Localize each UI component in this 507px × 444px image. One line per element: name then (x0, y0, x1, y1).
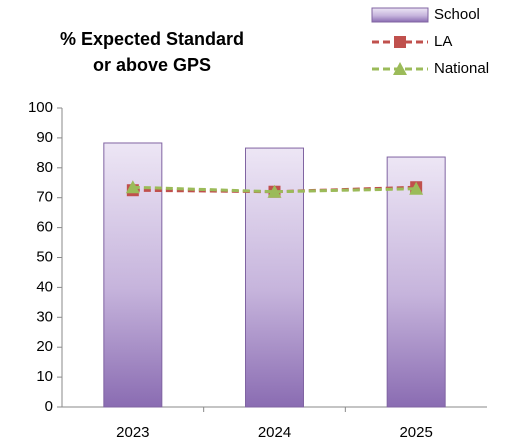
legend-label: School (434, 6, 480, 23)
y-tick-label: 20 (36, 338, 53, 355)
line-marker (267, 184, 282, 198)
y-tick-label: 60 (36, 219, 53, 236)
x-tick-label: 2025 (399, 424, 432, 441)
x-tick-label: 2024 (258, 424, 291, 441)
legend-marker (394, 36, 406, 48)
y-tick-label: 80 (36, 159, 53, 176)
line-marker (125, 180, 140, 194)
y-tick-label: 100 (28, 99, 53, 116)
y-tick-label: 0 (45, 398, 53, 415)
bar (386, 156, 446, 408)
x-tick-label: 2023 (116, 424, 149, 441)
line (132, 185, 417, 194)
chart-title: or above GPS (93, 55, 211, 75)
y-tick-label: 30 (36, 308, 53, 325)
chart-title: % Expected Standard (60, 29, 244, 49)
line-marker (409, 181, 424, 195)
y-tick-label: 90 (36, 129, 53, 146)
legend-label: LA (434, 33, 452, 50)
legend-swatch (371, 7, 429, 23)
y-tick-label: 70 (36, 189, 53, 206)
y-tick-label: 50 (36, 248, 53, 265)
y-tick-label: 10 (36, 368, 53, 385)
legend-marker (393, 62, 407, 75)
legend-label: National (434, 60, 489, 77)
y-tick-label: 40 (36, 278, 53, 295)
